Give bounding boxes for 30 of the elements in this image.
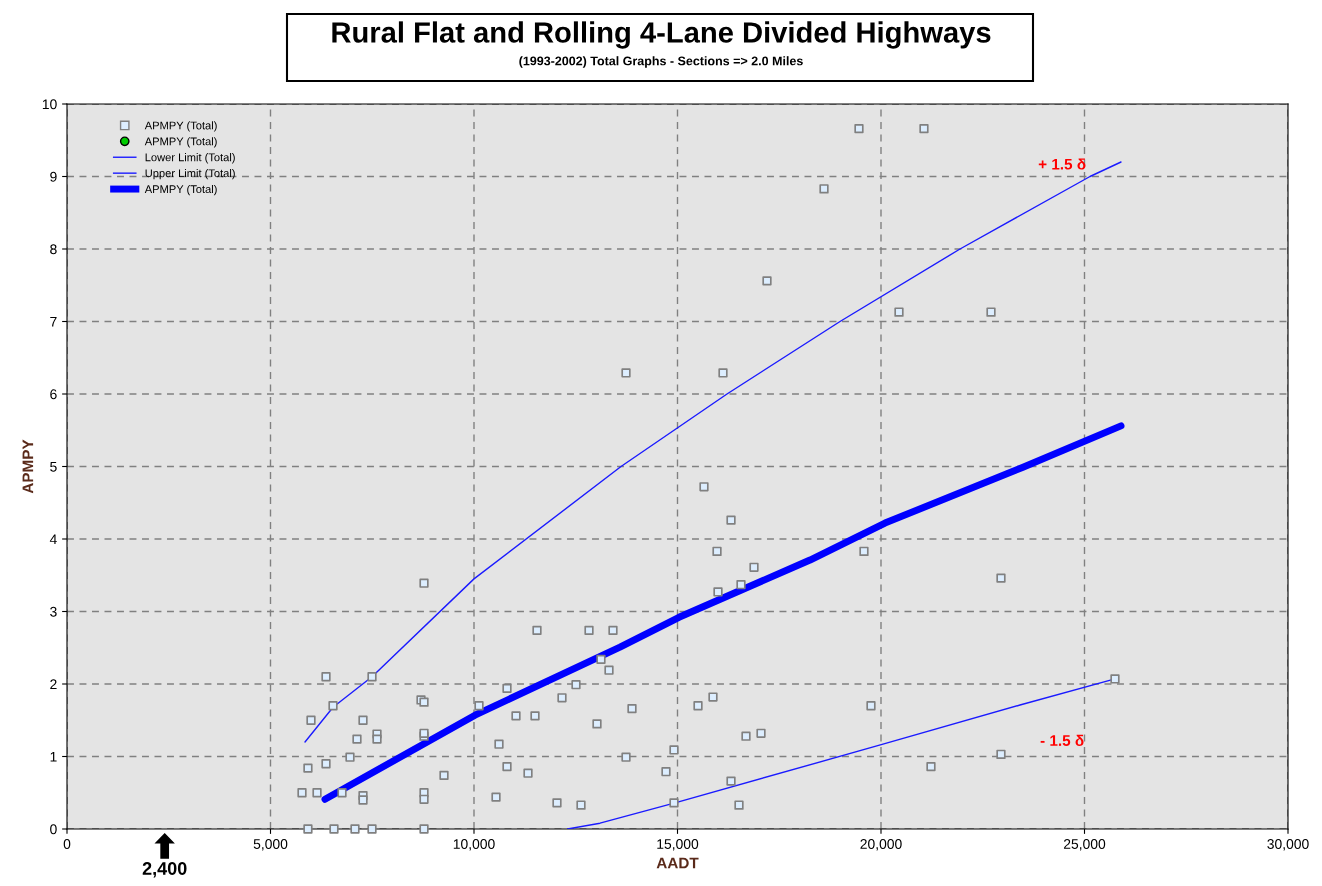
x-tick-label: 5,000 bbox=[253, 839, 288, 851]
legend-label: Upper Limit (Total) bbox=[145, 168, 235, 180]
y-tick-label: 9 bbox=[50, 171, 57, 182]
legend-label: APMPY (Total) bbox=[144, 184, 217, 196]
y-tick-label: 4 bbox=[49, 534, 57, 545]
legend-label: APMPY (Total) bbox=[144, 137, 217, 148]
y-tick-label: 6 bbox=[50, 389, 57, 400]
y-tick-label: 8 bbox=[50, 244, 57, 255]
y-tick-label: 7 bbox=[50, 316, 57, 327]
annotation: + 1.5 δ bbox=[1038, 158, 1086, 170]
annotation: - 1.5 δ bbox=[1040, 734, 1084, 746]
y-tick-label: 10 bbox=[42, 99, 57, 110]
y-tick-label: 5 bbox=[50, 461, 57, 472]
y-axis-title: APMPY bbox=[22, 439, 34, 494]
text: 2,400 bbox=[142, 862, 187, 878]
y-tick-label: 3 bbox=[50, 606, 57, 617]
x-tick-label: 0 bbox=[63, 839, 71, 849]
x-tick-label: 30,000 bbox=[1267, 839, 1309, 851]
x-tick-label: 20,000 bbox=[860, 839, 902, 851]
x-axis-title: AADT bbox=[656, 857, 699, 869]
x-tick-label: 10,000 bbox=[453, 839, 495, 851]
chart-title: Rural Flat and Rolling 4-Lane Divided Highways bbox=[332, 21, 991, 49]
x-tick-label: 25,000 bbox=[1063, 839, 1106, 851]
legend-label: Lower Limit (Total) bbox=[145, 153, 235, 164]
chart-subtitle: (1993-2002) Total Graphs - Sections => 2.0 Miles bbox=[519, 56, 803, 68]
x-tick-label: 15,000 bbox=[657, 839, 699, 851]
y-tick-label: 2 bbox=[50, 679, 57, 690]
legend-label: APMPY (Total) bbox=[144, 121, 217, 132]
y-tick-label: 1 bbox=[50, 751, 57, 762]
y-tick-label: 0 bbox=[50, 824, 57, 835]
